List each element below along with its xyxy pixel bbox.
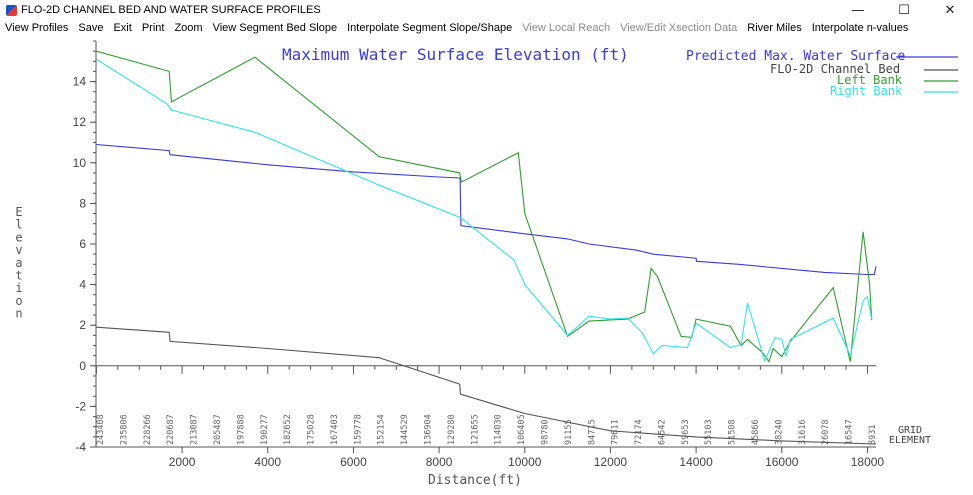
grid-element-label: 16547 xyxy=(845,419,855,445)
minimize-button[interactable]: — xyxy=(851,2,865,18)
grid-element-label: 197888 xyxy=(236,414,246,445)
grid-element-label: 136904 xyxy=(424,414,434,445)
grid-element-label: 51508 xyxy=(728,419,738,445)
chart-svg: -4 -2 0 2 4 6 8 10 12 14 2000 4000 6000 8000 10000 1200… xyxy=(15,40,958,488)
grid-element-label: 182652 xyxy=(283,414,293,445)
y-tick-label: 14 xyxy=(73,75,87,89)
menu-view-local-reach[interactable]: View Local Reach xyxy=(522,22,611,34)
grid-element-label: 121655 xyxy=(470,414,480,445)
menu-print[interactable]: Print xyxy=(141,22,165,34)
y-tick-label: 2 xyxy=(79,318,86,332)
x-tick-label: 18000 xyxy=(851,455,885,469)
window-titlebar: FLO-2D CHANNEL BED AND WATER SURFACE PRO… xyxy=(0,0,973,20)
y-tick-label: -4 xyxy=(75,440,86,454)
menu-exit[interactable]: Exit xyxy=(113,22,132,34)
maximize-button[interactable]: ☐ xyxy=(898,2,910,18)
legend-label-0: Predicted Max. Water Surface xyxy=(686,49,905,64)
grid-element-label: 45866 xyxy=(751,419,761,445)
grid-element-label: 106405 xyxy=(517,414,527,445)
y-tick-label: 8 xyxy=(79,196,86,210)
menu-zoom[interactable]: Zoom xyxy=(174,22,203,34)
x-tick-label: 10000 xyxy=(508,455,542,469)
y-axis-label-char: t xyxy=(15,269,22,283)
x-tick-label: 14000 xyxy=(679,455,713,469)
grid-element-label: 235806 xyxy=(119,414,129,445)
window-controls: — ☐ ✕ xyxy=(835,0,973,20)
grid-element-label: 175028 xyxy=(307,414,317,445)
grid-element-label: 91155 xyxy=(564,419,574,445)
grid-label-line1: GRID xyxy=(898,425,922,436)
grid-element-label: 220687 xyxy=(166,414,176,445)
y-axis-label-char: l xyxy=(15,218,22,232)
menu-view-edit-xsection[interactable]: View/Edit Xsection Data xyxy=(620,22,738,34)
y-axis-label-char: a xyxy=(15,256,22,270)
y-tick-label: 0 xyxy=(79,359,86,373)
x-tick-label: 16000 xyxy=(765,455,799,469)
legend-label-1: FLO-2D Channel Bed xyxy=(770,62,900,76)
y-axis-label-char: o xyxy=(15,294,22,308)
window-title: FLO-2D CHANNEL BED AND WATER SURFACE PRO… xyxy=(21,4,321,16)
grid-element-label: 144529 xyxy=(400,414,410,445)
grid-element-label: 38240 xyxy=(774,419,784,445)
close-button[interactable]: ✕ xyxy=(944,2,956,18)
legend-label-3: Right Bank xyxy=(830,84,903,98)
grid-element-label: 59653 xyxy=(681,419,691,445)
right-bank-line xyxy=(96,58,873,363)
y-axis-label-char: E xyxy=(15,205,22,219)
x-tick-label: 4000 xyxy=(254,455,281,469)
app-logo-icon xyxy=(6,4,17,16)
grid-element-label: 72174 xyxy=(634,419,644,445)
grid-element-label: 26078 xyxy=(821,419,831,445)
grid-element-label: 79611 xyxy=(611,419,621,445)
y-tick-label: 10 xyxy=(73,156,87,170)
chart-title: Maximum Water Surface Elevation (ft) xyxy=(282,45,629,64)
grid-element-label: 55103 xyxy=(704,419,714,445)
grid-label-line2: ELEMENT xyxy=(889,435,931,446)
y-tick-label: -2 xyxy=(75,399,86,413)
channel-bed-line xyxy=(96,326,877,445)
y-tick-label: 6 xyxy=(79,237,86,251)
grid-element-label: 159778 xyxy=(353,414,363,445)
menu-bar: View Profiles Save Exit Print Zoom View Segme… xyxy=(0,20,973,36)
grid-element-label: 31616 xyxy=(798,419,808,445)
grid-element-label: 205487 xyxy=(213,414,223,445)
y-axis-label-char: nElevation xyxy=(15,307,22,321)
menu-interpolate-n-values[interactable]: Interpolate n-values xyxy=(811,22,909,34)
y-axis-label-char: e xyxy=(15,230,22,244)
y-axis-label-char: v xyxy=(15,243,22,257)
y-tick-label: 4 xyxy=(79,278,86,292)
menu-save[interactable]: Save xyxy=(78,22,104,34)
x-axis-label: Distance(ft) xyxy=(428,473,522,488)
grid-element-label: 84715 xyxy=(587,419,597,445)
grid-element-label: 8931 xyxy=(868,425,878,445)
grid-element-label: 228266 xyxy=(143,414,153,445)
grid-element-label: 64542 xyxy=(657,419,667,445)
menu-river-miles[interactable]: River Miles xyxy=(747,22,802,34)
x-tick-label: 6000 xyxy=(340,455,367,469)
grid-element-label: 98780 xyxy=(540,419,550,445)
grid-element-label: 129280 xyxy=(447,414,457,445)
y-tick-label: 12 xyxy=(73,115,87,129)
left-bank-line xyxy=(96,50,873,363)
menu-interpolate-segment-slope[interactable]: Interpolate Segment Slope/Shape xyxy=(347,22,513,34)
grid-element-label: 152154 xyxy=(377,414,387,445)
y-axis-label-char: i xyxy=(15,281,22,295)
menu-view-profiles[interactable]: View Profiles xyxy=(5,22,69,34)
water-surface-line xyxy=(96,143,877,276)
x-tick-label: 2000 xyxy=(169,455,196,469)
grid-element-label: 114030 xyxy=(494,414,504,445)
x-tick-label: 8000 xyxy=(426,455,453,469)
legend-label-2: Left Bank xyxy=(837,73,903,87)
grid-element-label: 243408 xyxy=(96,414,106,445)
grid-element-label: 213087 xyxy=(190,414,200,445)
x-tick-label: 12000 xyxy=(594,455,628,469)
profile-chart: -4 -2 0 2 4 6 8 10 12 14 2000 4000 6000 8000 10000 1200… xyxy=(0,36,973,495)
menu-view-segment-bed-slope[interactable]: View Segment Bed Slope xyxy=(212,22,338,34)
grid-element-label: 190277 xyxy=(260,414,270,445)
grid-element-label: 167403 xyxy=(330,414,340,445)
